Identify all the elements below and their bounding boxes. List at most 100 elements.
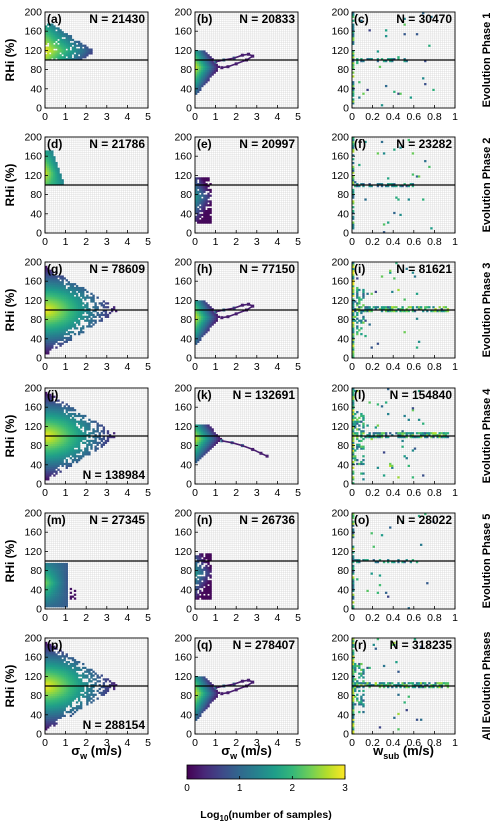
heatmap-cell [47, 334, 50, 338]
heatmap-cell [195, 217, 198, 220]
y-tick-label: 160 [174, 527, 192, 539]
y-tick-label: 80 [337, 64, 349, 76]
heatmap-cell [112, 432, 116, 435]
heatmap-cell [199, 445, 202, 448]
heatmap-cell [356, 292, 359, 295]
heatmap-cell [51, 439, 54, 443]
heatmap-cell [63, 441, 66, 444]
heatmap-cell [67, 36, 71, 40]
heatmap-cell [209, 73, 212, 76]
heatmap-cell [102, 428, 106, 431]
heatmap-cell [356, 699, 359, 702]
panel-letter: (k) [197, 388, 212, 402]
heatmap-cell [75, 686, 79, 689]
heatmap-cell [387, 308, 390, 311]
heatmap-cell [100, 439, 103, 443]
heatmap-cell [51, 315, 54, 318]
heatmap-cell [47, 580, 50, 583]
heatmap-cell [90, 668, 93, 671]
heatmap-cell [403, 58, 406, 61]
heatmap-cell [80, 430, 83, 433]
heatmap-cell [100, 691, 103, 694]
heatmap-cell [49, 304, 52, 307]
heatmap-cell [61, 42, 64, 45]
heatmap-cell [77, 313, 81, 317]
heatmap-cell [197, 311, 200, 315]
heatmap-cell [215, 441, 218, 444]
heatmap-cell [57, 576, 60, 579]
heatmap-cell [69, 666, 73, 670]
heatmap-cell [352, 346, 355, 349]
heatmap-cell [96, 689, 99, 693]
heatmap-cell [55, 684, 58, 687]
heatmap-cell [352, 86, 355, 90]
heatmap-cell [59, 668, 62, 671]
heatmap-cell [65, 672, 68, 675]
heatmap-cell [59, 35, 62, 38]
heatmap-cell [82, 432, 85, 435]
heatmap-cell [90, 674, 93, 677]
heatmap-cell [47, 443, 50, 446]
heatmap-cell [205, 441, 208, 444]
heatmap-cell [71, 298, 75, 301]
heatmap-cell [201, 437, 204, 441]
heatmap-cell [69, 288, 73, 292]
heatmap-cell [71, 315, 75, 318]
heatmap-cell [199, 557, 202, 560]
heatmap-cell [55, 281, 58, 284]
heatmap-cell [94, 684, 97, 687]
heatmap-cell [205, 697, 208, 700]
heatmap-cell [82, 437, 85, 441]
panel-frame [194, 136, 299, 234]
heatmap-cell [387, 595, 390, 598]
heatmap-cell [77, 290, 81, 294]
heatmap-cell [214, 686, 218, 690]
heatmap-cell [45, 672, 48, 675]
heatmap-cell [51, 662, 54, 666]
heatmap-cell [199, 77, 202, 80]
heatmap-cell [203, 302, 206, 305]
heatmap-cell [49, 288, 52, 292]
heatmap-cell [201, 83, 204, 86]
heatmap-cell [69, 670, 73, 673]
heatmap-cell [94, 693, 97, 696]
heatmap-cell [205, 687, 208, 691]
heatmap-cell [45, 38, 48, 42]
heatmap-cell [207, 209, 210, 213]
heatmap-cell [53, 286, 56, 290]
heatmap-cell [209, 323, 212, 326]
heatmap-cell [53, 333, 56, 336]
x-tick-label: 5 [145, 111, 151, 123]
heatmap-cell [49, 298, 52, 301]
heatmap-cell [53, 645, 56, 648]
heatmap-cell [75, 414, 79, 418]
heatmap-cell [84, 420, 87, 423]
heatmap-cell [352, 724, 355, 727]
heatmap-cell [67, 703, 71, 706]
heatmap-cell [352, 171, 355, 174]
heatmap-cell [45, 340, 48, 343]
x-tick-label: 0.6 [406, 487, 421, 499]
heatmap-cell [94, 672, 97, 675]
heatmap-cell [209, 591, 212, 594]
heatmap-cell [195, 315, 198, 318]
sample-count-label: N = 30470 [396, 12, 452, 26]
heatmap-cell [61, 418, 64, 421]
heatmap-cell [45, 716, 48, 719]
heatmap-cell [45, 422, 48, 425]
heatmap-cell [45, 420, 48, 423]
heatmap-cell [209, 436, 212, 439]
heatmap-cell [199, 334, 202, 338]
heatmap-cell [47, 346, 50, 349]
heatmap-cell [352, 65, 355, 68]
heatmap-cell [45, 277, 48, 280]
heatmap-cell [358, 676, 361, 679]
heatmap-cell [352, 58, 355, 61]
sample-count-label: N = 23282 [396, 137, 452, 151]
heatmap-cell [209, 183, 212, 186]
heatmap-cell [47, 705, 50, 708]
heatmap-cell [51, 672, 54, 675]
heatmap-cell [393, 310, 396, 313]
heatmap-cell [47, 687, 50, 691]
heatmap-cell [195, 331, 198, 334]
